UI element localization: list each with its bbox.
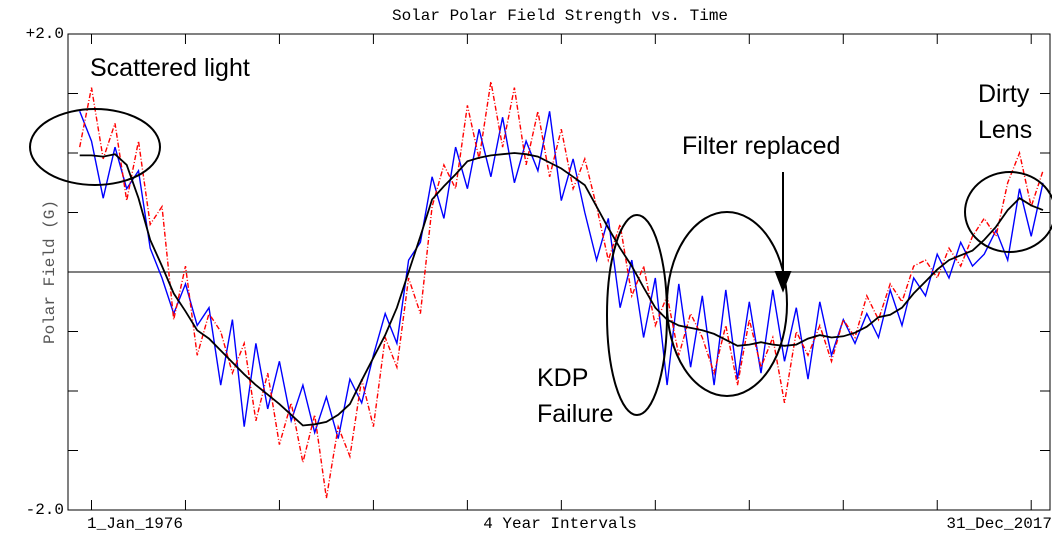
arrow-head [774,271,792,293]
chart-title: Solar Polar Field Strength vs. Time [392,7,728,25]
annotation-shapes [29,108,1052,416]
y-tick-label: +2.0 [26,25,64,43]
x-axis-label: 4 Year Intervals [483,515,637,533]
data-line [79,81,1044,499]
x-start-label: 1_Jan_1976 [87,515,183,533]
y-axis-label: Polar Field (G) [41,200,59,344]
annotation: Scattered light [90,54,250,82]
y-tick-label: -2.0 [26,501,64,519]
annotation: KDP Failure [537,364,614,428]
x-end-label: 31_Dec_2017 [946,515,1052,533]
data-line [79,111,1044,439]
data-line [79,152,1044,427]
ellipse [29,108,161,186]
ellipse [964,171,1052,253]
annotation: Dirty Lens [978,80,1033,144]
plot-area [67,33,1051,511]
annotation: Filter replaced [682,132,841,160]
ellipse [666,211,788,397]
